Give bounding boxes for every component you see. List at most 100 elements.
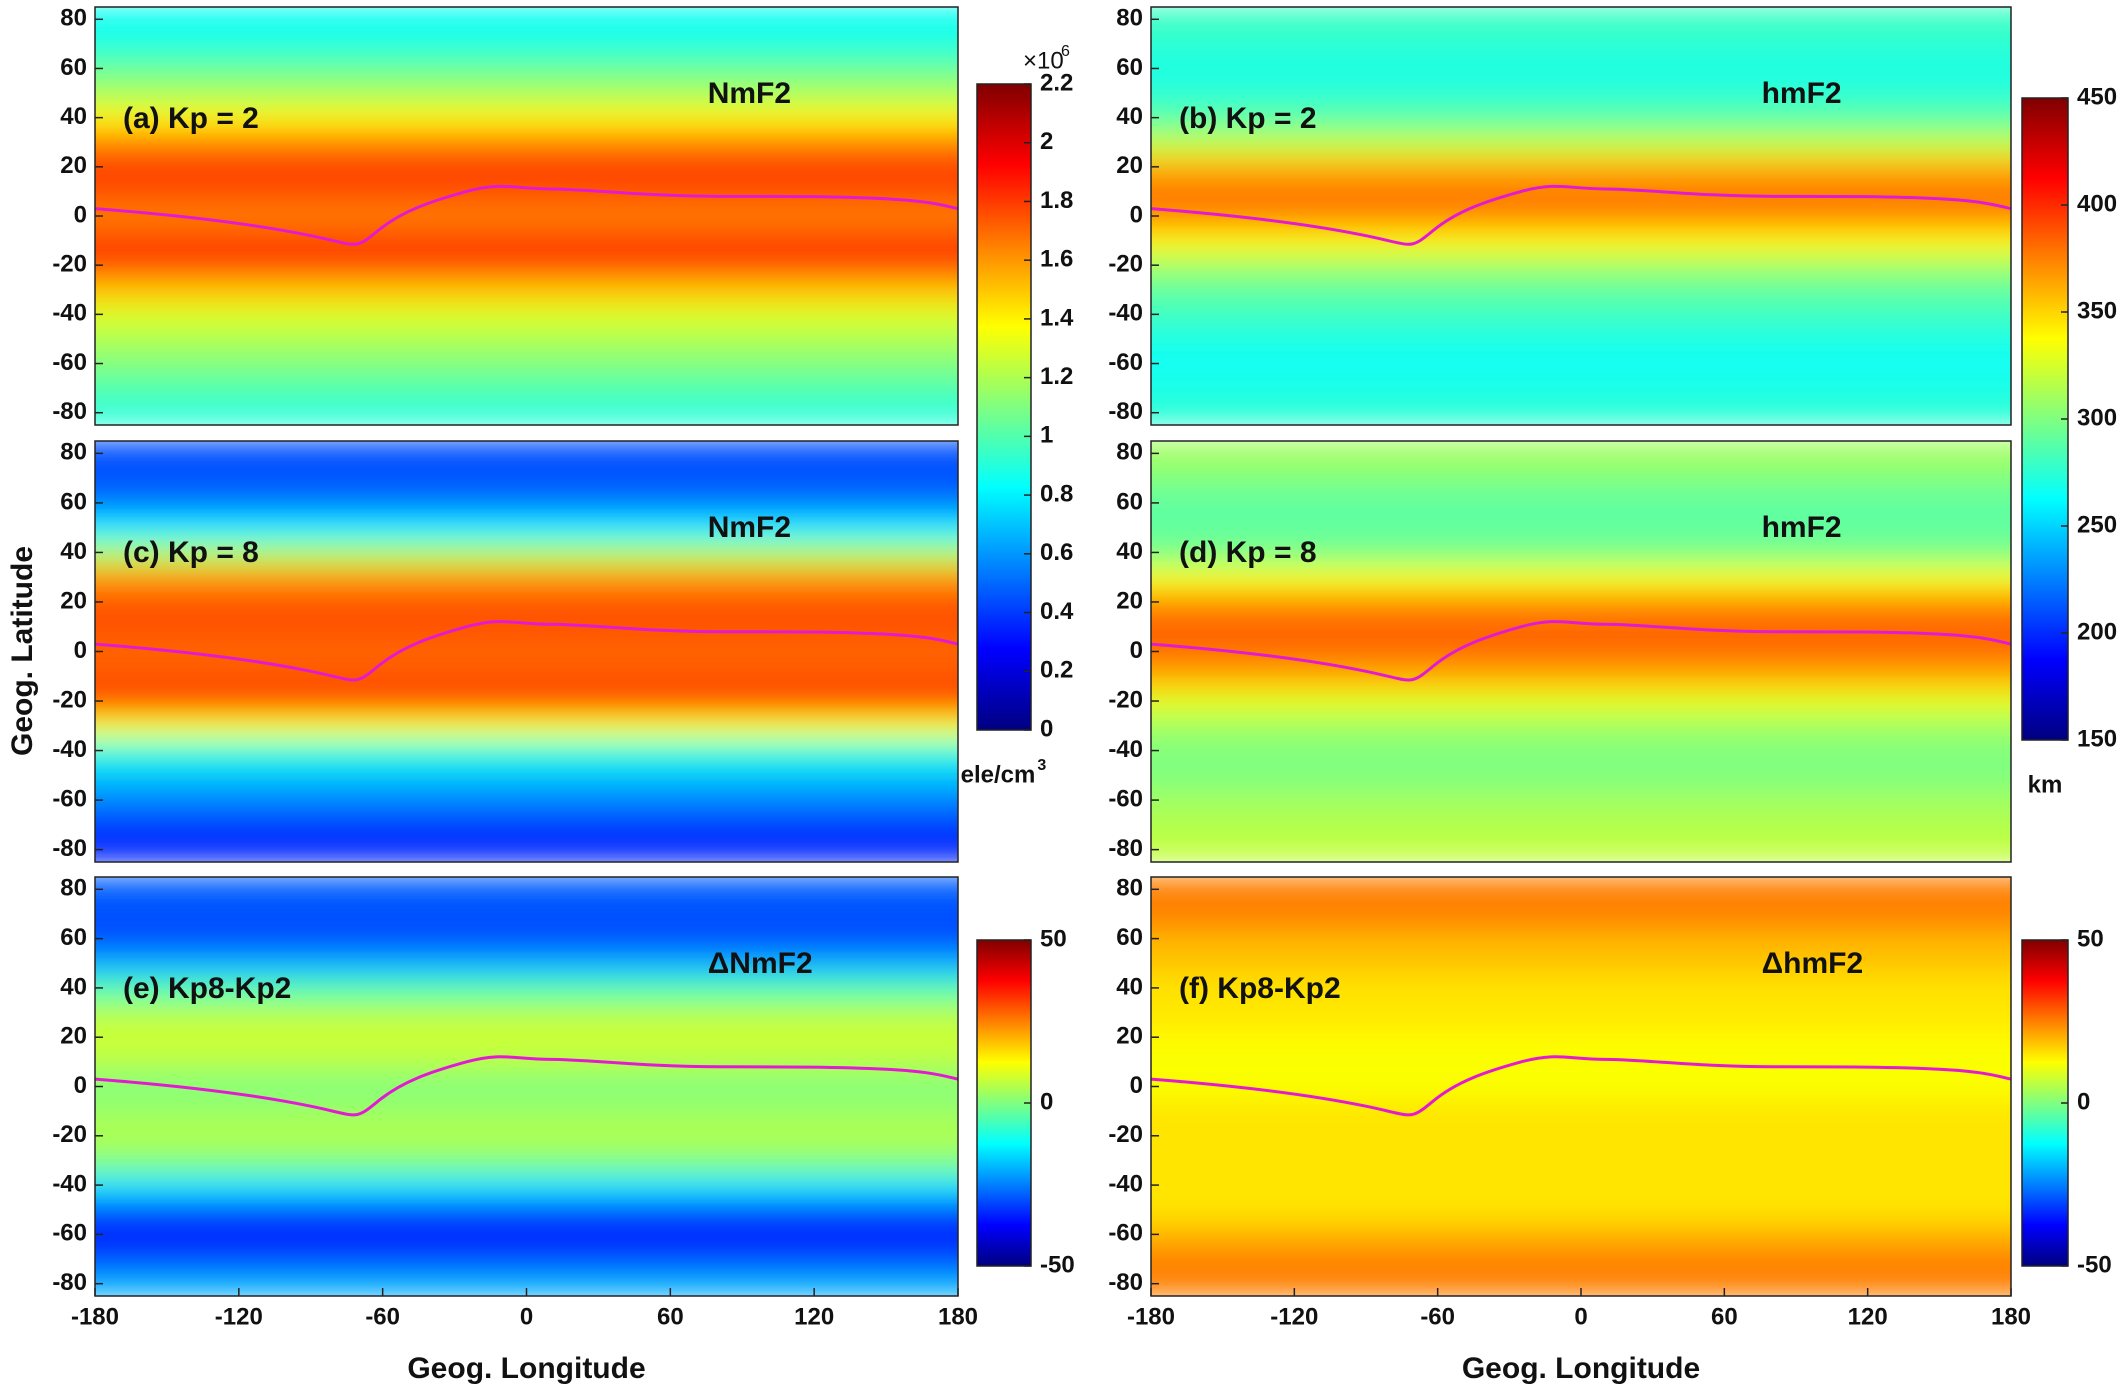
heat-band: [1151, 276, 2011, 304]
heat-band: [1151, 325, 2011, 353]
y-tick-label: 0: [74, 201, 87, 228]
x-tick-label: -180: [71, 1303, 119, 1330]
heat-band: [95, 877, 958, 903]
heat-band: [1151, 1171, 2011, 1199]
heat-band: [1151, 79, 2011, 107]
heatmap: [1151, 7, 2011, 425]
colorbar-unit: ele/cm: [961, 761, 1036, 788]
heat-band: [1151, 662, 2011, 690]
y-tick-label: -80: [1108, 835, 1143, 862]
heat-band: [1151, 900, 2011, 928]
y-tick-label: 0: [74, 1072, 87, 1099]
colorbar: [976, 939, 1032, 1267]
heat-band: [95, 761, 958, 789]
colorbar-tick-label: 300: [2077, 404, 2117, 431]
panel-annotation: hmF2: [1762, 511, 1842, 544]
colorbar-tick-label: 1.4: [1040, 304, 1074, 331]
x-tick-label: 0: [520, 1303, 533, 1330]
y-tick-label: 60: [1116, 54, 1143, 81]
heat-band: [95, 1023, 958, 1051]
y-tick-label: 20: [1116, 152, 1143, 179]
y-tick-label: -60: [1108, 785, 1143, 812]
heat-band: [1151, 227, 2011, 255]
colorbar-multiplier-exponent: 6: [1061, 43, 1070, 60]
colorbar-tick-label: 250: [2077, 511, 2117, 538]
y-tick-label: -60: [52, 785, 87, 812]
heat-band: [95, 811, 958, 839]
y-tick-label: -60: [1108, 1220, 1143, 1247]
y-tick-label: -40: [1108, 1170, 1143, 1197]
heat-band: [1151, 925, 2011, 953]
heat-band: [95, 251, 958, 279]
heat-band: [1151, 104, 2011, 132]
heat-band: [95, 1097, 958, 1125]
colorbar-tick-label: 0.6: [1040, 539, 1073, 566]
panel-annotation: NmF2: [708, 77, 791, 110]
panel: [95, 7, 958, 425]
heat-band: [95, 30, 958, 58]
x-tick-label: 180: [938, 1303, 978, 1330]
heat-band: [1151, 441, 2011, 468]
heat-band: [1151, 128, 2011, 156]
y-tick-label: -20: [1108, 251, 1143, 278]
heat-band: [95, 441, 958, 468]
y-tick-label: 60: [1116, 488, 1143, 515]
y-tick-label: -80: [1108, 398, 1143, 425]
heat-band: [1151, 1220, 2011, 1248]
heat-band: [1151, 7, 2011, 33]
panel: [95, 441, 958, 862]
y-tick-label: -20: [52, 1121, 87, 1148]
x-tick-label: -180: [1127, 1303, 1175, 1330]
heat-band: [1151, 949, 2011, 977]
panel: [1151, 441, 2011, 862]
colorbar-unit-exponent: 3: [1037, 757, 1046, 774]
heat-band: [95, 1048, 958, 1076]
colorbar-tick-label: 0: [2077, 1088, 2090, 1115]
x-tick-label: 0: [1574, 1303, 1587, 1330]
heat-band: [95, 227, 958, 255]
heat-band: [1151, 399, 2011, 425]
heat-band: [1151, 1023, 2011, 1051]
y-tick-label: 40: [1116, 103, 1143, 130]
heat-band: [95, 1122, 958, 1150]
heat-band: [1151, 588, 2011, 616]
y-tick-label: 20: [60, 152, 87, 179]
y-tick-label: 0: [1130, 201, 1143, 228]
panel-label: (d) Kp = 8: [1179, 536, 1317, 569]
heat-band: [95, 999, 958, 1027]
heat-band: [1151, 1048, 2011, 1076]
colorbar-tick-label: 1.6: [1040, 246, 1073, 273]
panel-annotation: NmF2: [708, 511, 791, 544]
heat-band: [1151, 712, 2011, 740]
y-tick-label: -20: [52, 251, 87, 278]
heat-band: [1151, 538, 2011, 567]
colorbar-tick-label: 400: [2077, 190, 2117, 217]
heat-band: [95, 613, 958, 641]
heatmap: [1151, 877, 2011, 1296]
colorbar-tick-label: 2.2: [1040, 69, 1073, 96]
heat-band: [95, 399, 958, 425]
y-tick-label: -40: [52, 736, 87, 763]
heat-band: [95, 1146, 958, 1174]
y-tick-label: -60: [1108, 349, 1143, 376]
heat-band: [95, 177, 958, 205]
heat-band: [95, 350, 958, 378]
x-tick-label: 120: [794, 1303, 834, 1330]
heat-band: [95, 300, 958, 328]
panel-annotation: ΔNmF2: [708, 947, 813, 980]
heat-band: [1151, 30, 2011, 58]
y-tick-label: 40: [1116, 973, 1143, 1000]
heat-band: [1151, 835, 2011, 862]
heat-band: [95, 1171, 958, 1199]
y-tick-label: 40: [60, 538, 87, 565]
heat-band: [1151, 1097, 2011, 1125]
y-tick-label: -80: [52, 1269, 87, 1296]
heat-band: [95, 637, 958, 666]
y-tick-label: 20: [1116, 1023, 1143, 1050]
heat-band: [95, 276, 958, 304]
heatmap: [95, 441, 958, 862]
y-tick-label: 20: [1116, 587, 1143, 614]
heat-band: [1151, 999, 2011, 1027]
heat-band: [95, 712, 958, 740]
